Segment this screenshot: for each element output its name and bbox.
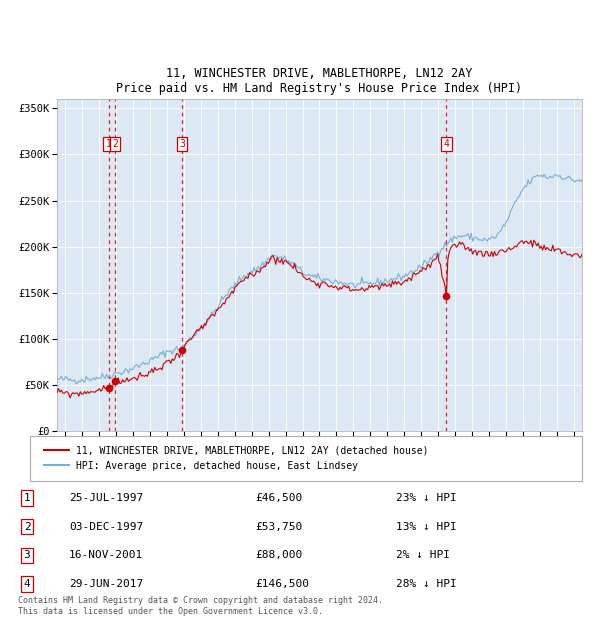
Text: 23% ↓ HPI: 23% ↓ HPI (396, 493, 457, 503)
Text: 2: 2 (112, 139, 118, 149)
Text: £88,000: £88,000 (255, 551, 302, 560)
FancyBboxPatch shape (30, 436, 582, 480)
Text: 13% ↓ HPI: 13% ↓ HPI (396, 521, 457, 531)
Text: 29-JUN-2017: 29-JUN-2017 (69, 579, 143, 589)
Text: 4: 4 (443, 139, 449, 149)
Text: Contains HM Land Registry data © Crown copyright and database right 2024.
This d: Contains HM Land Registry data © Crown c… (18, 596, 383, 616)
Text: 3: 3 (23, 551, 31, 560)
Text: 03-DEC-1997: 03-DEC-1997 (69, 521, 143, 531)
Title: 11, WINCHESTER DRIVE, MABLETHORPE, LN12 2AY
Price paid vs. HM Land Registry's Ho: 11, WINCHESTER DRIVE, MABLETHORPE, LN12 … (116, 67, 523, 95)
Text: 2: 2 (23, 521, 31, 531)
Legend: 11, WINCHESTER DRIVE, MABLETHORPE, LN12 2AY (detached house), HPI: Average price: 11, WINCHESTER DRIVE, MABLETHORPE, LN12 … (40, 441, 433, 475)
Text: £53,750: £53,750 (255, 521, 302, 531)
Text: 2% ↓ HPI: 2% ↓ HPI (396, 551, 450, 560)
Text: 16-NOV-2001: 16-NOV-2001 (69, 551, 143, 560)
Text: 28% ↓ HPI: 28% ↓ HPI (396, 579, 457, 589)
Text: 4: 4 (23, 579, 31, 589)
Text: £146,500: £146,500 (255, 579, 309, 589)
Text: 25-JUL-1997: 25-JUL-1997 (69, 493, 143, 503)
Text: £46,500: £46,500 (255, 493, 302, 503)
Text: 1: 1 (23, 493, 31, 503)
Text: 3: 3 (179, 139, 185, 149)
Text: 1: 1 (106, 139, 112, 149)
